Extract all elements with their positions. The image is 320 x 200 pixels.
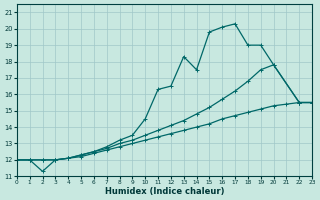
- X-axis label: Humidex (Indice chaleur): Humidex (Indice chaleur): [105, 187, 224, 196]
